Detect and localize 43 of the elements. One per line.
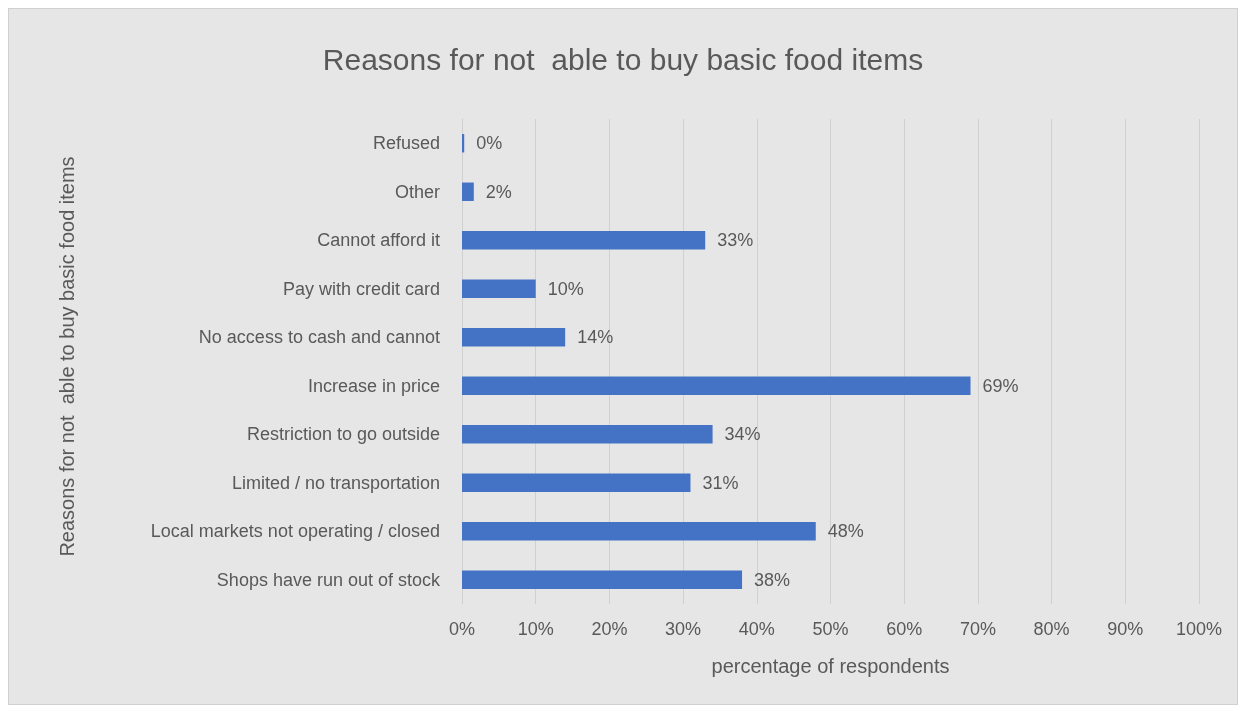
- bar: [462, 376, 971, 395]
- y-tick-label: Restriction to go outside: [246, 424, 440, 445]
- bar: [462, 425, 713, 444]
- y-tick-label: Limited / no transportation: [231, 472, 440, 493]
- x-tick-label: 80%: [1033, 619, 1070, 639]
- x-tick-label: 0%: [448, 619, 476, 639]
- bar: [462, 182, 474, 201]
- y-tick-label: No access to cash and cannot: [198, 327, 440, 348]
- bar: [462, 279, 536, 298]
- y-tick-label: Pay with credit card: [282, 278, 440, 299]
- y-tick-label: Local markets not operating / closed: [150, 521, 440, 542]
- x-tick-label: 10%: [517, 619, 554, 639]
- data-label: 0%: [476, 133, 503, 154]
- x-tick-label: 60%: [886, 619, 923, 639]
- data-label: 34%: [724, 424, 761, 445]
- data-label: 14%: [577, 327, 614, 348]
- x-tick-label: 20%: [591, 619, 628, 639]
- chart-title: Reasons for not able to buy basic food items: [322, 42, 924, 76]
- data-label: 33%: [717, 230, 754, 251]
- data-label: 10%: [547, 278, 584, 299]
- x-axis-title: percentage of respondents: [711, 655, 950, 677]
- x-tick-label: 50%: [812, 619, 849, 639]
- data-label: 48%: [827, 521, 864, 542]
- data-label: 2%: [485, 181, 512, 202]
- bar: [462, 473, 691, 492]
- x-tick-label: 70%: [959, 619, 996, 639]
- y-tick-label: Cannot afford it: [317, 230, 440, 251]
- y-tick-label: Increase in price: [307, 375, 440, 396]
- bar: [462, 522, 816, 541]
- y-tick-label: Refused: [372, 133, 440, 154]
- bar: [462, 231, 706, 250]
- bar: [462, 570, 743, 589]
- data-label: 69%: [982, 375, 1019, 396]
- y-tick-label: Shops have run out of stock: [216, 569, 441, 590]
- x-tick-label: 30%: [665, 619, 702, 639]
- x-tick-label: 100%: [1175, 619, 1223, 639]
- x-tick-label: 90%: [1107, 619, 1144, 639]
- x-tick-label: 40%: [738, 619, 775, 639]
- y-tick-label: Other: [394, 181, 440, 202]
- bar: [462, 328, 566, 347]
- data-label: 38%: [754, 569, 791, 590]
- data-label: 31%: [702, 472, 739, 493]
- y-axis-title: Reasons for not able to buy basic food items: [56, 156, 78, 557]
